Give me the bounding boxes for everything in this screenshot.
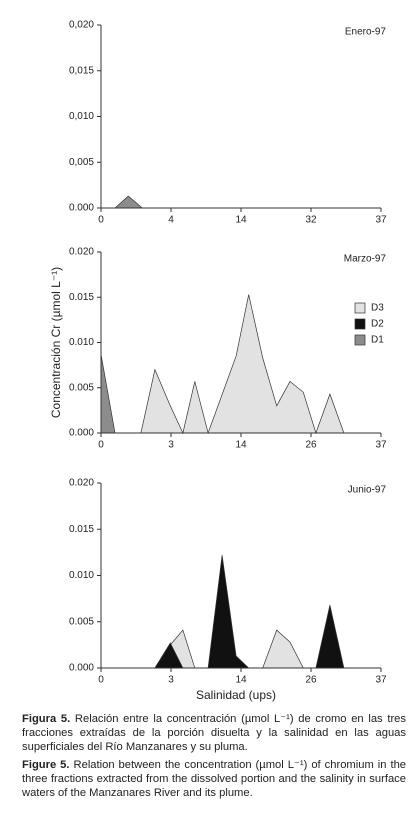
x-tick-label: 3 (168, 440, 174, 451)
y-tick-label: 0.010 (69, 337, 94, 348)
x-tick-label: 26 (305, 440, 317, 451)
legend-swatch (354, 302, 366, 314)
y-tick-label: 0.000 (69, 428, 94, 439)
area (140, 294, 345, 435)
caption: Figura 5. Relación entre la concentració… (22, 712, 406, 803)
y-tick-label: 0.000 (69, 663, 94, 674)
area (100, 354, 116, 434)
caption-text: Relación entre la concentración (µmol L⁻… (22, 713, 406, 754)
caption-label: Figure 5. (22, 758, 70, 771)
y-tick-label: 0.015 (69, 524, 94, 535)
y-tick-label: 0.010 (69, 570, 94, 581)
y-tick-label: 0,005 (69, 157, 94, 168)
y-tick-label: 0.000 (69, 203, 94, 214)
y-tick-label: 0.005 (69, 616, 94, 627)
y-tick-label: 0,015 (69, 65, 94, 76)
caption-label: Figura 5. (22, 713, 71, 725)
caption-en: Figure 5. Relation between the concentra… (22, 758, 406, 801)
area (114, 195, 144, 209)
panel-label: Junio-97 (348, 485, 387, 496)
x-tick-label: 14 (235, 440, 247, 451)
y-tick-label: 0.005 (69, 382, 94, 393)
x-tick-label: 4 (168, 215, 174, 226)
y-tick-label: 0,020 (69, 20, 94, 31)
x-axis-label: Salinidad (ups) (196, 688, 276, 702)
panel-label: Enero-97 (345, 27, 387, 38)
legend-label: D1 (371, 335, 384, 346)
y-tick-label: 0.020 (69, 247, 94, 258)
legend-swatch (354, 334, 366, 346)
x-tick-label: 0 (98, 215, 104, 226)
y-tick-label: 0,010 (69, 111, 94, 122)
caption-es: Figura 5. Relación entre la concentració… (22, 712, 406, 755)
y-axis-label: Concentración Cr (µmol L⁻¹) (49, 267, 63, 418)
x-tick-label: 37 (375, 440, 387, 451)
x-tick-label: 0 (98, 440, 104, 451)
x-tick-label: 3 (168, 675, 174, 686)
y-tick-label: 0.015 (69, 292, 94, 303)
figure: 0.000 0,005 0,010 0,015 0,020 0 4 14 32 37 Enero-9… (49, 20, 387, 703)
x-tick-label: 14 (235, 675, 247, 686)
x-tick-label: 32 (305, 215, 317, 226)
legend-label: D2 (371, 319, 384, 330)
x-tick-label: 26 (305, 675, 317, 686)
caption-text: Relation between the concentration (µmol… (22, 758, 407, 800)
legend-swatch (354, 318, 366, 330)
legend-label: D3 (371, 303, 384, 314)
x-tick-label: 37 (375, 675, 387, 686)
panel-label: Marzo-97 (344, 254, 387, 265)
x-tick-label: 0 (98, 675, 104, 686)
x-tick-label: 37 (375, 215, 387, 226)
x-tick-label: 14 (235, 215, 247, 226)
y-tick-label: 0.020 (69, 478, 94, 489)
